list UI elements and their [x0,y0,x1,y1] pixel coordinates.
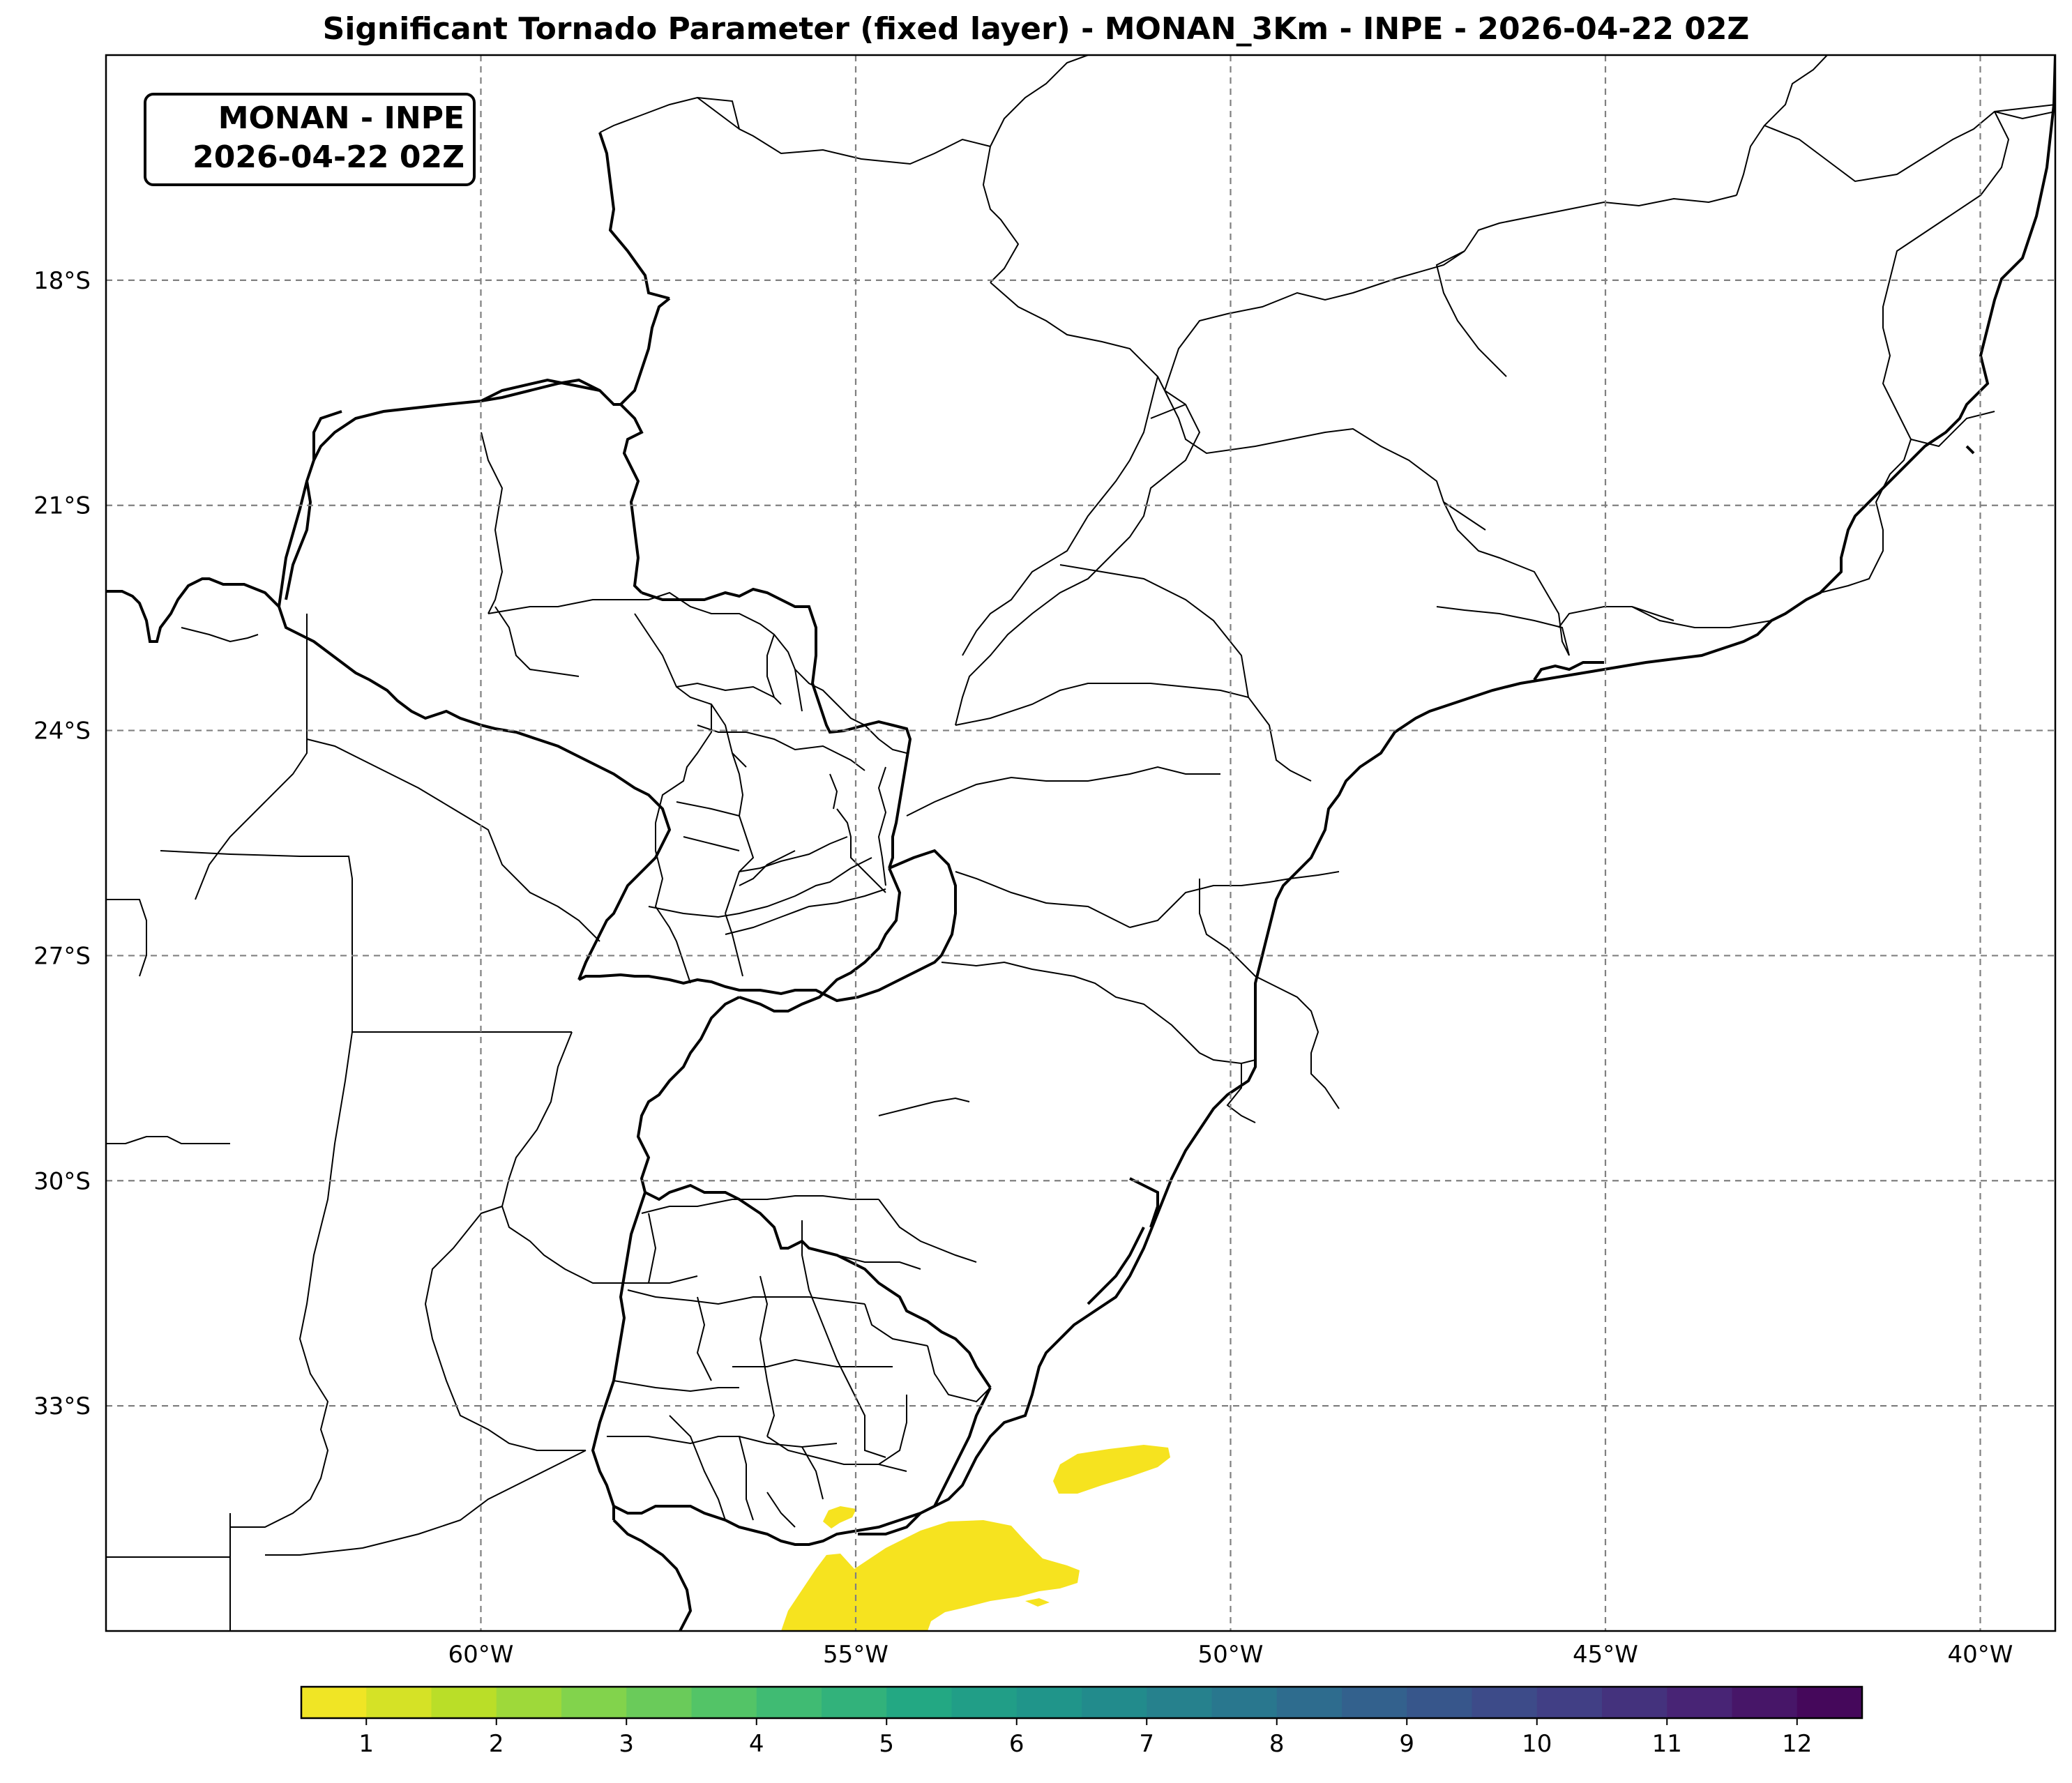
colorbar-segment [496,1687,562,1718]
info-box: MONAN - INPE 2026-04-22 02Z [144,93,476,186]
colorbar-tick-label: 5 [879,1730,894,1758]
stp-blob-south [781,1520,1080,1631]
stp-blob-tiny [1025,1598,1050,1607]
colorbar-segment [1147,1687,1213,1718]
stp-blob-east [1053,1445,1170,1494]
lat-tick-label: 18°S [33,267,91,295]
colorbar-tick-label: 2 [489,1730,504,1758]
colorbar: 1 2 3 4 5 6 7 8 9 10 11 12 [300,1685,1863,1758]
map-frame [105,54,2057,1632]
colorbar-segment [1797,1687,1863,1718]
colorbar-tick-label: 7 [1139,1730,1154,1758]
colorbar-segment [1472,1687,1538,1718]
colorbar-segment [1407,1687,1473,1718]
colorbar-segment [1016,1687,1082,1718]
colorbar-segment [886,1687,953,1718]
lat-tick-label: 21°S [33,492,91,520]
coastline [858,55,2055,1535]
lon-tick-labels: 60°W 55°W 50°W 45°W 40°W [448,1641,2013,1669]
colorbar-frame [300,1685,1863,1720]
info-box-line2: 2026-04-22 02Z [192,139,464,175]
colorbar-segment [1667,1687,1733,1718]
lat-tick-label: 27°S [33,942,91,970]
colorbar-tick-label: 12 [1782,1730,1812,1758]
lon-tick-label: 50°W [1198,1641,1264,1669]
colorbar-segment [951,1687,1018,1718]
colorbar-segment [756,1687,822,1718]
colorbar-segment [1082,1687,1148,1718]
lat-tick-label: 30°S [33,1167,91,1195]
colorbar-segment [366,1687,432,1718]
country-borders [106,132,992,1631]
colorbar-tick-label: 9 [1399,1730,1414,1758]
colorbar-tick-label: 4 [749,1730,764,1758]
lat-tick-labels: 18°S 21°S 24°S 27°S 30°S 33°S [33,267,91,1420]
colorbar-segment [1602,1687,1668,1718]
colorbar-tick-label: 3 [619,1730,634,1758]
state-borders [106,55,2055,1631]
gridlines [106,55,2055,1631]
colorbar-tick-label: 11 [1652,1730,1682,1758]
colorbar-segment [1536,1687,1603,1718]
colorbar-segment [1211,1687,1278,1718]
lat-tick-label: 24°S [33,718,91,745]
colorbar-tick-label: 1 [358,1730,374,1758]
lat-tick-label: 33°S [33,1393,91,1420]
colorbar-segments [301,1687,1863,1718]
colorbar-segment [431,1687,497,1718]
lon-tick-label: 45°W [1573,1641,1638,1669]
colorbar-segment [1732,1687,1798,1718]
colorbar-segment [561,1687,628,1718]
stp-field [781,1445,1170,1631]
colorbar-segment [301,1687,368,1718]
info-box-line1: MONAN - INPE [218,100,464,136]
colorbar-segment [822,1687,888,1718]
map-area [106,55,2055,1631]
stp-blob-small [823,1506,856,1528]
colorbar-tick-label: 6 [1009,1730,1024,1758]
map-content [106,55,2055,1631]
colorbar-segment [691,1687,757,1718]
map-title: Significant Tornado Parameter (fixed lay… [322,11,1750,47]
lon-tick-label: 60°W [448,1641,514,1669]
colorbar-ticks: 1 2 3 4 5 6 7 8 9 10 11 12 [358,1718,1812,1758]
colorbar-tick-label: 8 [1269,1730,1285,1758]
colorbar-segment [1276,1687,1343,1718]
colorbar-tick-label: 10 [1522,1730,1552,1758]
colorbar-segment [1342,1687,1408,1718]
lon-tick-label: 55°W [823,1641,888,1669]
lon-tick-label: 40°W [1948,1641,2013,1669]
info-box-frame [144,93,476,186]
colorbar-segment [626,1687,693,1718]
